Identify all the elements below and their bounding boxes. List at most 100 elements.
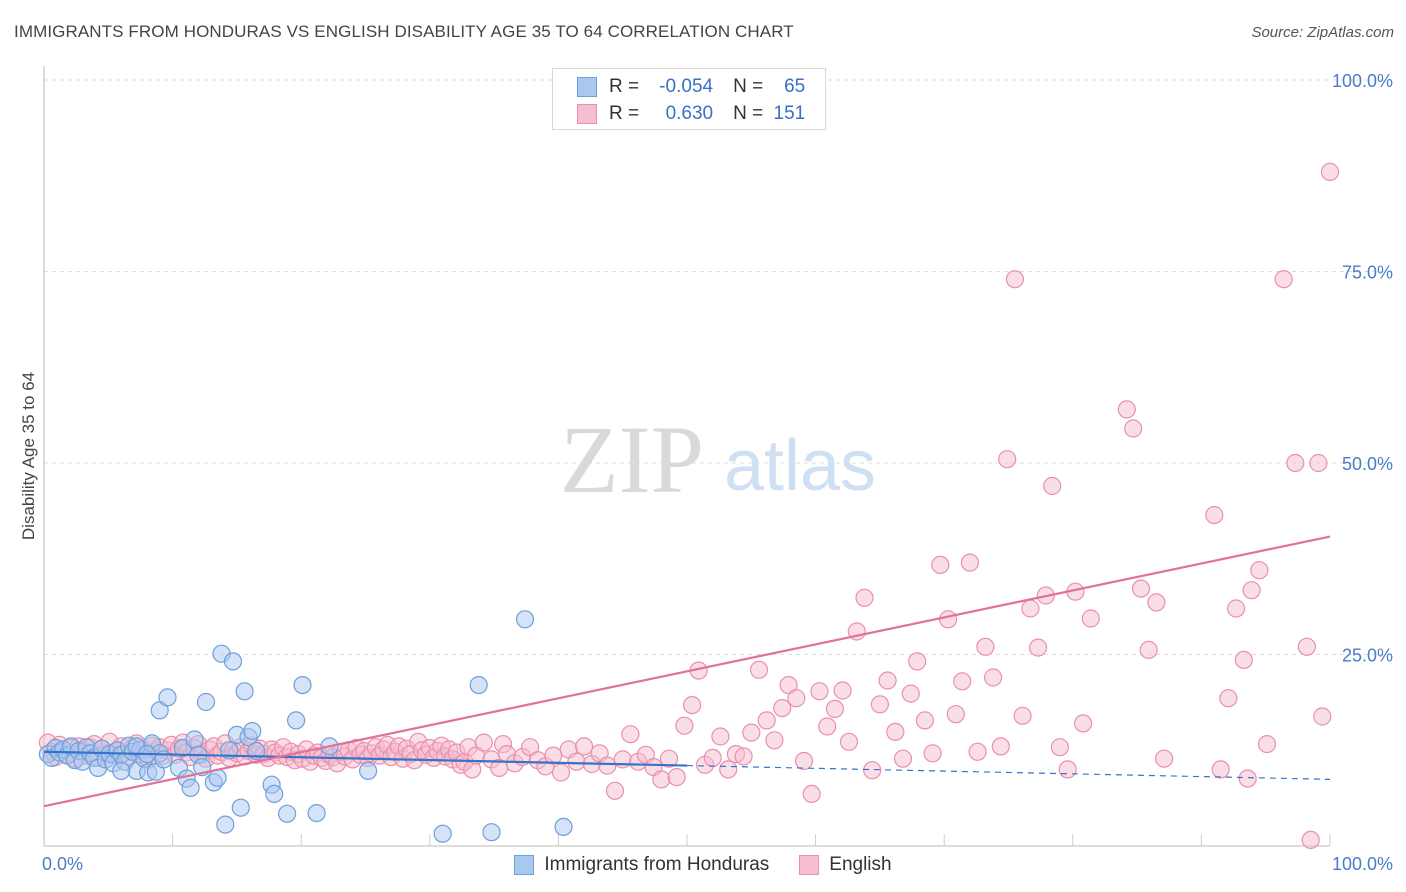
- point-english: [1154, 749, 1174, 768]
- axis-layer: [43, 66, 1331, 847]
- point-english: [1005, 270, 1025, 289]
- stats-legend-row-english: R = 0.630 N = 151: [577, 101, 805, 127]
- point-honduras: [158, 688, 177, 707]
- bottom-legend-swatch-honduras: [514, 855, 535, 875]
- point-english: [863, 761, 882, 780]
- point-honduras: [220, 741, 239, 760]
- legend-r-value: 0.630: [665, 103, 714, 124]
- watermark-zip: ZIP: [560, 406, 704, 513]
- point-english: [1050, 738, 1070, 757]
- legend-r-label: R =: [609, 103, 640, 124]
- bottom-legend-item-honduras: Immigrants from Honduras: [514, 854, 769, 876]
- point-english: [1313, 707, 1332, 726]
- trendline-english: [43, 535, 1331, 808]
- point-english: [574, 737, 594, 756]
- point-english: [794, 751, 814, 771]
- point-honduras: [185, 730, 204, 749]
- point-english: [818, 717, 837, 736]
- point-english: [1147, 593, 1166, 612]
- point-english: [825, 699, 845, 719]
- point-english: [734, 747, 753, 766]
- point-english: [983, 668, 1003, 687]
- point-english: [886, 722, 905, 742]
- watermark-atlas: atlas: [724, 426, 876, 506]
- point-honduras: [216, 815, 235, 834]
- point-english: [1234, 650, 1253, 670]
- point-english: [878, 671, 897, 690]
- legend-n-label: N =: [733, 103, 764, 124]
- point-english: [567, 752, 586, 771]
- point-english: [598, 756, 617, 775]
- y-tick-label: 75.0%: [1342, 263, 1393, 283]
- point-english: [675, 716, 694, 735]
- point-english: [855, 588, 874, 607]
- point-english: [1073, 714, 1093, 733]
- point-english: [946, 705, 965, 724]
- chart-title: IMMIGRANTS FROM HONDURAS VS ENGLISH DISA…: [14, 22, 794, 41]
- point-honduras: [469, 675, 488, 695]
- point-english: [998, 450, 1017, 469]
- point-english: [802, 784, 821, 804]
- point-english: [1028, 638, 1048, 657]
- point-english: [1124, 419, 1143, 438]
- trendline-honduras: [43, 750, 688, 767]
- y-tick-label: 100.0%: [1332, 71, 1393, 91]
- point-honduras: [235, 682, 254, 701]
- point-honduras: [243, 721, 262, 741]
- point-english: [1286, 453, 1305, 473]
- stats-legend-row-honduras: R = -0.054 N = 65: [577, 74, 805, 100]
- point-english: [1081, 609, 1100, 628]
- point-honduras: [278, 804, 297, 823]
- point-english: [1013, 706, 1032, 725]
- labels-layer: 25.0% 50.0% 75.0% 100.0% 0.0% 100.0% Disabilit…: [19, 71, 1393, 874]
- bottom-legend-swatch-english: [799, 855, 820, 875]
- y-tick-label: 25.0%: [1342, 646, 1393, 666]
- point-english: [1250, 561, 1269, 580]
- point-honduras: [231, 798, 250, 817]
- point-honduras: [307, 803, 326, 823]
- point-english: [787, 689, 806, 708]
- point-honduras: [287, 711, 306, 730]
- legend-r-value: -0.054: [659, 76, 714, 97]
- watermark: ZIP atlas: [560, 406, 876, 513]
- point-english: [1117, 400, 1136, 419]
- point-honduras: [359, 761, 378, 781]
- point-english: [749, 660, 769, 679]
- point-english: [1274, 270, 1293, 289]
- legend-swatch-honduras: [577, 77, 597, 97]
- point-english: [893, 749, 913, 768]
- point-english: [605, 781, 625, 800]
- point-honduras: [482, 823, 501, 842]
- bottom-legend-label-honduras: Immigrants from Honduras: [544, 854, 770, 875]
- point-honduras: [181, 778, 200, 797]
- point-english: [968, 742, 987, 761]
- grid-layer: [44, 79, 1394, 655]
- point-english: [773, 698, 792, 718]
- point-english: [667, 767, 686, 787]
- point-english: [1238, 769, 1257, 788]
- point-english: [960, 553, 980, 572]
- point-english: [659, 749, 679, 768]
- point-english: [1301, 830, 1320, 850]
- x-tick-label: 0.0%: [42, 854, 83, 874]
- point-english: [1205, 505, 1224, 525]
- point-english: [1257, 734, 1277, 754]
- point-english: [1211, 760, 1230, 779]
- point-english: [923, 744, 942, 763]
- point-english: [1219, 689, 1238, 708]
- point-honduras: [265, 784, 284, 804]
- point-english: [1131, 579, 1151, 598]
- stats-legend: R = -0.054 N = 65 R = 0.630 N = 151: [552, 68, 826, 130]
- point-english: [908, 652, 927, 671]
- point-honduras: [515, 610, 535, 629]
- point-english: [1297, 637, 1317, 656]
- x-tick-label: 100.0%: [1332, 854, 1393, 874]
- point-english: [551, 763, 571, 782]
- point-english: [1320, 162, 1340, 181]
- point-honduras: [293, 675, 312, 695]
- point-english: [757, 711, 776, 730]
- point-english: [953, 672, 972, 691]
- point-english: [1139, 640, 1158, 660]
- point-english: [474, 733, 493, 752]
- legend-swatch-english: [577, 104, 597, 124]
